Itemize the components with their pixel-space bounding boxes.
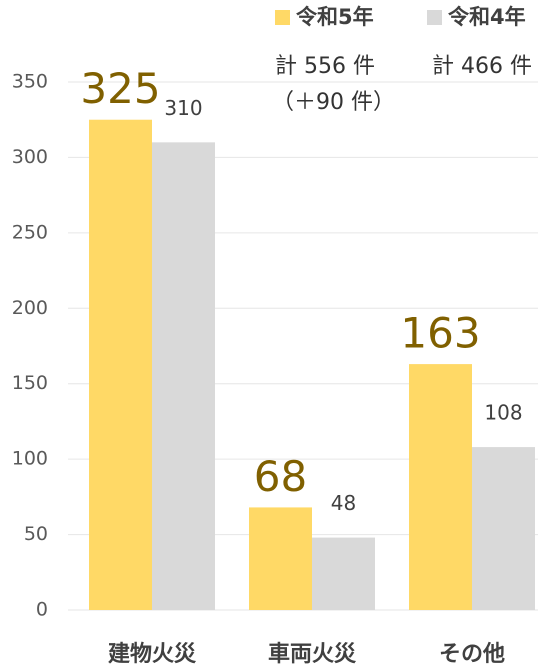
annotation: 計 466 件 [432,54,532,79]
y-tick-label: 0 [36,599,48,621]
y-tick-label: 150 [12,372,48,394]
value-label: 48 [331,491,356,515]
bar [89,119,152,610]
bar [312,537,375,610]
y-tick-label: 250 [12,221,48,243]
bar [472,447,535,610]
legend-swatch [275,10,290,25]
legend-label: 令和4年 [448,5,526,29]
x-tick-label: 建物火災 [108,641,197,667]
value-label: 68 [254,452,307,501]
bar [249,507,312,610]
value-label: 163 [400,309,480,358]
bar [409,364,472,610]
x-tick-label: 車両火災 [268,642,357,667]
legend-label: 令和5年 [296,5,374,29]
annotation: 計 556 件 [275,54,375,79]
legend-swatch [427,10,442,25]
value-label: 108 [484,401,522,425]
value-label: 325 [80,64,160,113]
value-label: 310 [164,96,202,120]
y-tick-label: 200 [12,297,48,319]
x-tick-label: その他 [439,642,505,667]
y-tick-label: 50 [24,523,48,545]
bar [152,142,215,611]
annotation: （＋90 件） [272,90,395,115]
y-tick-label: 100 [12,448,48,470]
y-tick-label: 350 [12,71,48,93]
y-tick-label: 300 [12,146,48,168]
